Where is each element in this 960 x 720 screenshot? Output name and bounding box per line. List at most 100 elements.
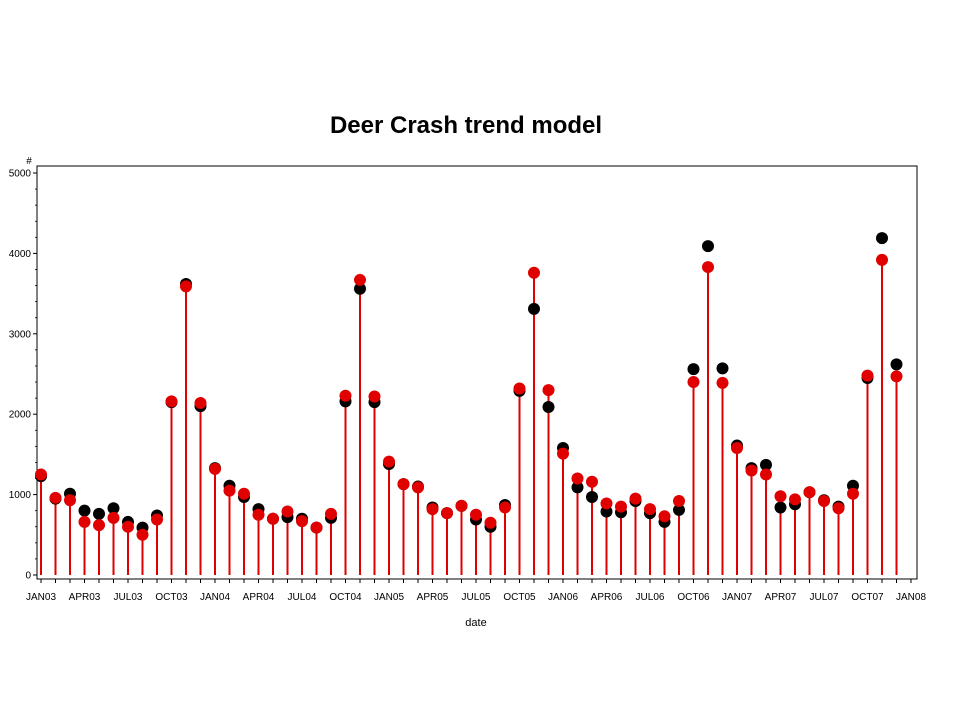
x-tick-label: APR07	[765, 592, 797, 603]
y-tick-label: 1000	[9, 490, 32, 501]
model-point	[267, 512, 279, 525]
model-point	[774, 490, 787, 503]
model-point	[687, 376, 700, 389]
model-point	[383, 455, 395, 468]
model-point	[702, 261, 714, 274]
x-tick-label: JUL04	[288, 592, 317, 603]
observed-point	[760, 458, 772, 471]
observed-point	[528, 302, 540, 315]
x-tick-label: OCT05	[503, 592, 536, 603]
observed-point	[586, 491, 598, 504]
y-tick-label: 2000	[9, 410, 32, 421]
model-point	[339, 389, 352, 402]
model-point	[426, 503, 439, 516]
observed-points	[35, 232, 903, 534]
model-point	[600, 497, 613, 510]
model-point	[165, 395, 178, 408]
model-point	[731, 441, 743, 454]
y-tick-label: 4000	[9, 249, 32, 260]
x-tick-label: JAN03	[26, 592, 56, 603]
model-point	[745, 464, 758, 477]
model-point	[223, 484, 236, 497]
model-point	[629, 492, 642, 505]
needle-layer	[40, 259, 898, 575]
model-point	[832, 502, 845, 515]
x-tick-label: JUL03	[114, 592, 143, 603]
y-tick-label: 0	[25, 571, 31, 582]
model-point	[354, 273, 366, 286]
x-tick-label: OCT07	[851, 592, 884, 603]
model-point	[484, 516, 497, 529]
model-point	[789, 493, 801, 506]
model-point	[818, 495, 830, 508]
x-tick-label: JAN04	[200, 592, 230, 603]
observed-point	[774, 501, 787, 514]
model-point	[441, 507, 453, 520]
x-tick-label: OCT06	[677, 592, 710, 603]
observed-point	[702, 240, 714, 253]
model-point	[861, 369, 874, 382]
x-tick-label: OCT03	[155, 592, 188, 603]
model-point	[658, 510, 671, 523]
observed-point	[687, 363, 700, 376]
model-point	[238, 487, 250, 500]
x-tick-label: APR05	[417, 592, 449, 603]
model-point	[122, 520, 134, 533]
x-tick-label: JUL06	[636, 592, 665, 603]
observed-point	[571, 481, 584, 494]
model-points	[35, 253, 903, 541]
x-tick-label: JUL05	[462, 592, 491, 603]
model-point	[310, 521, 323, 534]
model-point	[455, 499, 468, 512]
x-tick-label: JAN06	[548, 592, 578, 603]
observed-point	[542, 400, 555, 413]
model-point	[209, 462, 221, 475]
model-point	[615, 500, 627, 513]
observed-point	[78, 504, 91, 517]
observed-point	[107, 502, 120, 515]
x-tick-label: JAN07	[722, 592, 752, 603]
model-point	[252, 508, 265, 521]
model-point	[93, 519, 105, 532]
x-tick-label: JAN08	[896, 592, 926, 603]
model-point	[876, 253, 888, 266]
model-point	[499, 501, 511, 514]
model-point	[136, 528, 149, 541]
model-point	[107, 511, 120, 524]
model-point	[180, 280, 192, 293]
model-point	[412, 481, 424, 494]
model-point	[557, 447, 569, 460]
model-point	[513, 382, 526, 395]
model-point	[151, 513, 163, 526]
y-tick-label: 5000	[9, 169, 32, 180]
model-point	[586, 475, 598, 488]
model-point	[368, 390, 381, 403]
model-point	[760, 468, 772, 481]
observed-point	[673, 503, 685, 516]
y-tick-label: 3000	[9, 329, 32, 340]
model-point	[397, 478, 410, 491]
x-tick-label: OCT04	[329, 592, 362, 603]
model-point	[325, 507, 337, 520]
model-point	[64, 494, 76, 507]
observed-point	[93, 507, 105, 520]
x-tick-label: APR03	[69, 592, 101, 603]
x-tick-label: APR06	[591, 592, 623, 603]
x-tick-label: APR04	[243, 592, 275, 603]
x-tick-label: JUL07	[810, 592, 839, 603]
x-tick-label: JAN05	[374, 592, 404, 603]
model-point	[890, 370, 903, 383]
model-point	[49, 491, 62, 504]
y-axis-label: #	[26, 156, 32, 167]
model-point	[847, 487, 859, 500]
model-point	[194, 396, 207, 409]
x-axis-label: date	[465, 617, 486, 629]
model-point	[296, 515, 308, 528]
observed-point	[876, 232, 888, 245]
model-point	[716, 376, 729, 389]
model-point	[281, 505, 294, 518]
model-point	[542, 384, 555, 397]
observed-point	[716, 362, 729, 375]
model-point	[644, 503, 656, 516]
